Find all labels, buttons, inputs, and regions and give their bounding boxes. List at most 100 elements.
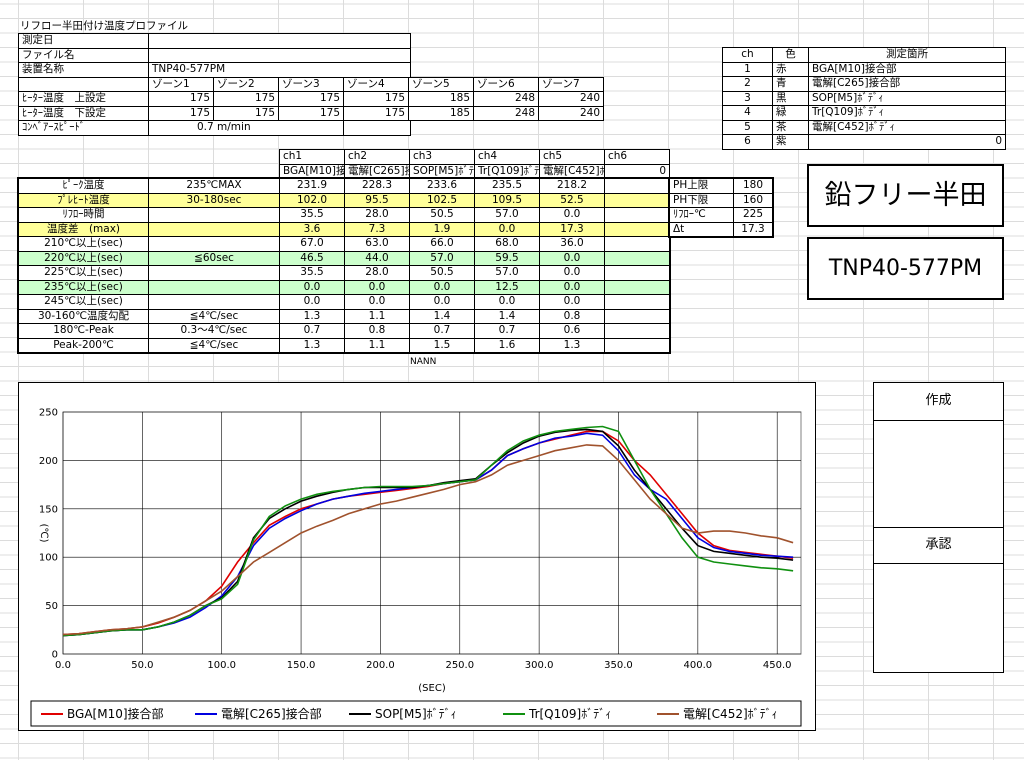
result-value: 1.5 — [409, 337, 475, 353]
result-value: 57.0 — [409, 250, 475, 266]
result-value: 0.0 — [344, 294, 410, 310]
result-value: 44.0 — [344, 250, 410, 266]
result-spec: ≦4℃/sec — [148, 337, 280, 353]
cell — [343, 120, 411, 136]
result-spec — [148, 279, 280, 295]
result-value: 95.5 — [344, 192, 410, 208]
result-spec: 0.3～4℃/sec — [148, 323, 280, 339]
channel-name: SOP[M5]ﾎﾞﾃﾞｨ — [409, 163, 475, 179]
result-value: 0.7 — [474, 323, 540, 339]
result-value — [604, 207, 670, 223]
result-value — [604, 294, 670, 310]
result-value: 68.0 — [474, 236, 540, 252]
channel-cell: 赤 — [772, 61, 809, 77]
channel-cell: 青 — [772, 76, 809, 92]
result-spec — [148, 265, 280, 281]
result-value: 0.0 — [539, 294, 605, 310]
result-value: 57.0 — [474, 207, 540, 223]
channel-cell: 5 — [722, 119, 773, 135]
result-value — [604, 236, 670, 252]
result-value: 218.2 — [539, 178, 605, 194]
zone-header: ゾーン1 — [148, 76, 214, 92]
channel-id: ch1 — [279, 149, 345, 165]
result-value — [604, 337, 670, 353]
result-value: 0.0 — [279, 279, 345, 295]
zone-value: 175 — [213, 91, 279, 107]
channel-cell: 3 — [722, 90, 773, 106]
result-value: 0.8 — [344, 323, 410, 339]
zone-header: ゾーン6 — [473, 76, 539, 92]
result-label: 30-160℃温度勾配 — [18, 308, 149, 324]
zone-header: ゾーン7 — [538, 76, 604, 92]
channel-name: Tr[Q109]ﾎﾞﾃﾞｨ — [474, 163, 540, 179]
result-value: 52.5 — [539, 192, 605, 208]
zone-header: ゾーン5 — [408, 76, 474, 92]
info-value — [148, 33, 411, 49]
result-spec — [148, 221, 280, 237]
channel-cell: Tr[Q109]ﾎﾞﾃﾞｨ — [808, 105, 1006, 121]
result-label: ﾋﾟｰｸ温度 — [18, 178, 149, 194]
zone-value: 185 — [408, 91, 474, 107]
channel-id: ch4 — [474, 149, 540, 165]
sheet-title: リフロー半田付け温度プロファイル — [20, 20, 188, 32]
y-tick-label: 250 — [39, 408, 58, 419]
result-label: 245℃以上(sec) — [18, 294, 149, 310]
zone-label: ﾋｰﾀｰ温度 下設定 — [18, 105, 149, 121]
channel-cell: 黒 — [772, 90, 809, 106]
result-value — [604, 250, 670, 266]
result-value: 0.8 — [539, 308, 605, 324]
channel-name: 0 — [604, 163, 670, 179]
result-value: 57.0 — [474, 265, 540, 281]
result-spec — [148, 207, 280, 223]
result-value: 1.1 — [344, 308, 410, 324]
cell — [18, 76, 149, 92]
result-value: 36.0 — [539, 236, 605, 252]
result-value: 63.0 — [344, 236, 410, 252]
result-value: 102.0 — [279, 192, 345, 208]
zone-value: 175 — [343, 105, 409, 121]
channel-header: ch — [722, 47, 773, 63]
approval-made: 作成 — [873, 382, 1004, 421]
result-value: 1.3 — [539, 337, 605, 353]
info-value: TNP40-577PM — [148, 62, 411, 78]
x-tick-label: 0.0 — [55, 660, 71, 671]
zone-value: 240 — [538, 91, 604, 107]
result-value: 28.0 — [344, 207, 410, 223]
series-line — [62, 425, 794, 637]
result-value: 0.0 — [539, 265, 605, 281]
channel-cell: 緑 — [772, 105, 809, 121]
result-label: 220℃以上(sec) — [18, 250, 149, 266]
result-value — [604, 308, 670, 324]
cell — [873, 420, 1004, 528]
info-value — [148, 47, 411, 63]
result-value — [604, 265, 670, 281]
result-value: 231.9 — [279, 178, 345, 194]
result-value: 235.5 — [474, 178, 540, 194]
channel-cell: 0 — [808, 134, 1006, 150]
result-value: 0.6 — [539, 323, 605, 339]
legend-label: BGA[M10]接合部 — [67, 706, 164, 721]
y-axis-label: (℃) — [38, 523, 49, 542]
channel-name: BGA[M10]接合部 — [279, 163, 345, 179]
x-tick-label: 400.0 — [684, 660, 713, 671]
channel-header: 測定箇所 — [808, 47, 1006, 63]
result-value — [604, 279, 670, 295]
x-tick-label: 150.0 — [287, 660, 316, 671]
result-value: 50.5 — [409, 207, 475, 223]
channel-header: 色 — [772, 47, 809, 63]
channel-id: ch2 — [344, 149, 410, 165]
result-spec — [148, 236, 280, 252]
channel-id: ch6 — [604, 149, 670, 165]
conveyor-label: ｺﾝﾍﾞｱｰｽﾋﾟｰﾄﾞ — [18, 120, 149, 136]
result-value: 0.0 — [474, 221, 540, 237]
legend-label: SOP[M5]ﾎﾞﾃﾞｨ — [375, 707, 457, 721]
legend-label: 電解[C265]接合部 — [221, 706, 322, 721]
zone-value: 175 — [278, 91, 344, 107]
y-tick-label: 50 — [45, 601, 58, 612]
result-value: 46.5 — [279, 250, 345, 266]
limit-frame — [668, 177, 774, 238]
channel-cell: 2 — [722, 76, 773, 92]
zone-value: 175 — [148, 105, 214, 121]
result-label: 温度差 (max) — [18, 221, 149, 237]
